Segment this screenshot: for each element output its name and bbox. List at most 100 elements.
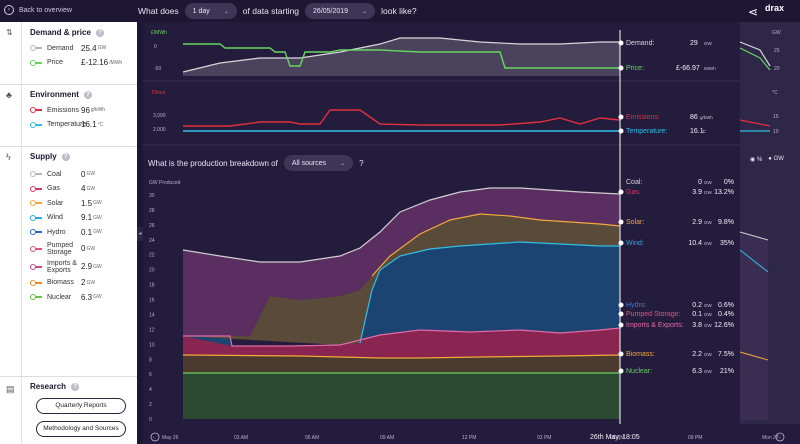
legend-row-gas[interactable]: Gas 4 GW [22, 182, 137, 197]
readout-price: Price: £-66.97 /MWh [618, 65, 716, 72]
readout-pct: 0.4% [718, 311, 734, 318]
readout-value: 29 [690, 40, 698, 47]
legend-row-hydro[interactable]: Hydro 0.1 GW [22, 225, 137, 240]
nuclear-area [183, 373, 620, 419]
legend-row-coal[interactable]: Coal 0 GW [22, 167, 137, 182]
legend-row-wind[interactable]: Wind 9.1 GW [22, 211, 137, 226]
toggle-icon [30, 185, 42, 192]
legend-row-pumped-storage[interactable]: Pumped Storage 0 GW [22, 240, 137, 258]
help-icon[interactable]: ? [95, 28, 104, 37]
toggle-gw-label: GW [773, 156, 784, 162]
help-icon[interactable]: ? [71, 382, 80, 391]
row-unit: GW [86, 279, 96, 286]
start-date-value: 26/05/2019 [313, 7, 349, 15]
divider [0, 146, 137, 147]
start-date-select[interactable]: 26/05/2019 ⌄ [305, 3, 376, 19]
row-value: 25.4 [81, 43, 97, 53]
row-unit: GW [93, 214, 102, 221]
prev-day-icon[interactable] [150, 432, 160, 442]
readout-label: Coal: [626, 179, 642, 186]
supply-rows: Coal 0 GW Gas 4 GW Solar 1.5 GW Wind 9.1 GW Hydro 0.1… [22, 167, 137, 305]
sidebar-icon-column: ⇅ ♣ ϟ ▤ [0, 22, 22, 444]
readout-label: Emissions: [626, 114, 660, 121]
x-tick-label: 03 AM [234, 435, 248, 441]
future-shade [740, 22, 800, 81]
toggle-percent[interactable]: ◉ % [750, 156, 762, 163]
row-value: £-12.16 [81, 58, 109, 68]
marker [618, 302, 624, 308]
temperature-tick: 10 [773, 129, 779, 135]
chevron-left-icon: ‹ [4, 5, 14, 15]
biomass-area [183, 355, 620, 373]
readout-row: Imports & Exports: 3.8 GW 12.6% [618, 322, 734, 329]
demand-line [182, 37, 620, 73]
legend-row-emissions[interactable]: Emissions 96 g/kWh [22, 103, 137, 118]
production-question-text: What is the production breakdown of [148, 158, 278, 168]
chevron-down-icon: ⌄ [223, 8, 229, 15]
readout-unit: GW [704, 352, 713, 357]
marker [618, 311, 624, 317]
share-icon[interactable]: ⋖ [748, 5, 759, 19]
collapse-sidebar-handle[interactable]: ◂ [137, 227, 143, 241]
toggle-percent-label: % [756, 157, 763, 163]
row-unit: °C [97, 121, 104, 128]
leaf-icon: ♣ [6, 90, 12, 100]
x-tick-label: 12 PM [462, 435, 476, 441]
panel-title: Demand & price [30, 28, 91, 37]
row-unit: GW [93, 229, 102, 236]
toggle-icon [30, 107, 42, 114]
row-unit: GW [97, 45, 107, 52]
quarterly-reports-button[interactable]: Quarterly Reports [36, 398, 126, 414]
unit-toggle: ◉ % ● GW [750, 156, 784, 163]
legend-row-price[interactable]: Price £-12.16/MWh [22, 56, 137, 71]
readout-gw: 2.2 [692, 351, 702, 358]
readout-gw: 2.9 [692, 219, 702, 226]
next-day-icon[interactable] [775, 432, 785, 442]
x-tick-label: 09 PM [688, 435, 702, 441]
back-to-overview-link[interactable]: ‹ Back to overview [4, 5, 72, 15]
y-tick-label: 20 [149, 268, 155, 274]
y-tick-label: 8 [149, 357, 152, 363]
legend-row-temperature[interactable]: Temperature 16.1 °C [22, 118, 137, 133]
x-tick-label: 09 AM [380, 435, 394, 441]
solar-line [371, 213, 621, 277]
readout-label: Pumped Storage: [626, 311, 681, 318]
future-gas-line [739, 231, 769, 241]
readout-unit: GW [704, 303, 713, 308]
toggle-gw[interactable]: ● GW [768, 156, 784, 163]
row-unit: GW [93, 294, 102, 301]
readout-label: Price: [626, 65, 644, 72]
row-label: Price [47, 59, 63, 67]
readout-unit: GW [704, 312, 713, 317]
future-area [740, 232, 768, 420]
wind-line [359, 241, 620, 344]
row-unit: /MWh [109, 59, 123, 66]
future-biomass-line [739, 351, 769, 361]
source-select[interactable]: All sources ⌄ [283, 155, 354, 171]
demand-line-future [739, 41, 771, 67]
legend-row-nuclear[interactable]: Nuclear 6.3 GW [22, 290, 137, 305]
legend-row-demand[interactable]: Demand 25.4 GW [22, 41, 137, 56]
period-select[interactable]: 1 day ⌄ [184, 3, 237, 19]
legend-row-biomass[interactable]: Biomass 2 GW [22, 276, 137, 291]
y-tick-label: 18 [149, 283, 155, 289]
marker [618, 322, 624, 328]
legend-row-solar[interactable]: Solar 1.5 GW [22, 196, 137, 211]
research-panel: Research? [22, 376, 137, 391]
temperature-axis-unit: °C [772, 90, 778, 96]
readout-label: Solar: [626, 219, 644, 226]
cursor-timestamp: 26th May, 18:05 [590, 434, 640, 441]
chevron-down-icon: ⌄ [362, 8, 368, 15]
help-icon[interactable]: ? [83, 90, 92, 99]
readout-row: Hydro: 0.2 GW 0.6% [618, 302, 734, 309]
wind-area [183, 242, 620, 346]
y-tick-label: 12 [149, 327, 155, 333]
price-line [183, 43, 620, 69]
methodology-sources-button[interactable]: Methodology and Sources [36, 421, 126, 437]
help-icon[interactable]: ? [61, 152, 70, 161]
readout-pct: 0% [724, 179, 734, 186]
gas-top-line [182, 187, 621, 263]
legend-row-imports-exports[interactable]: Imports & Exports 2.9 GW [22, 258, 137, 276]
readout-demand: Demand: 29 GW [618, 40, 713, 47]
y-tick-label: 10 [149, 342, 155, 348]
